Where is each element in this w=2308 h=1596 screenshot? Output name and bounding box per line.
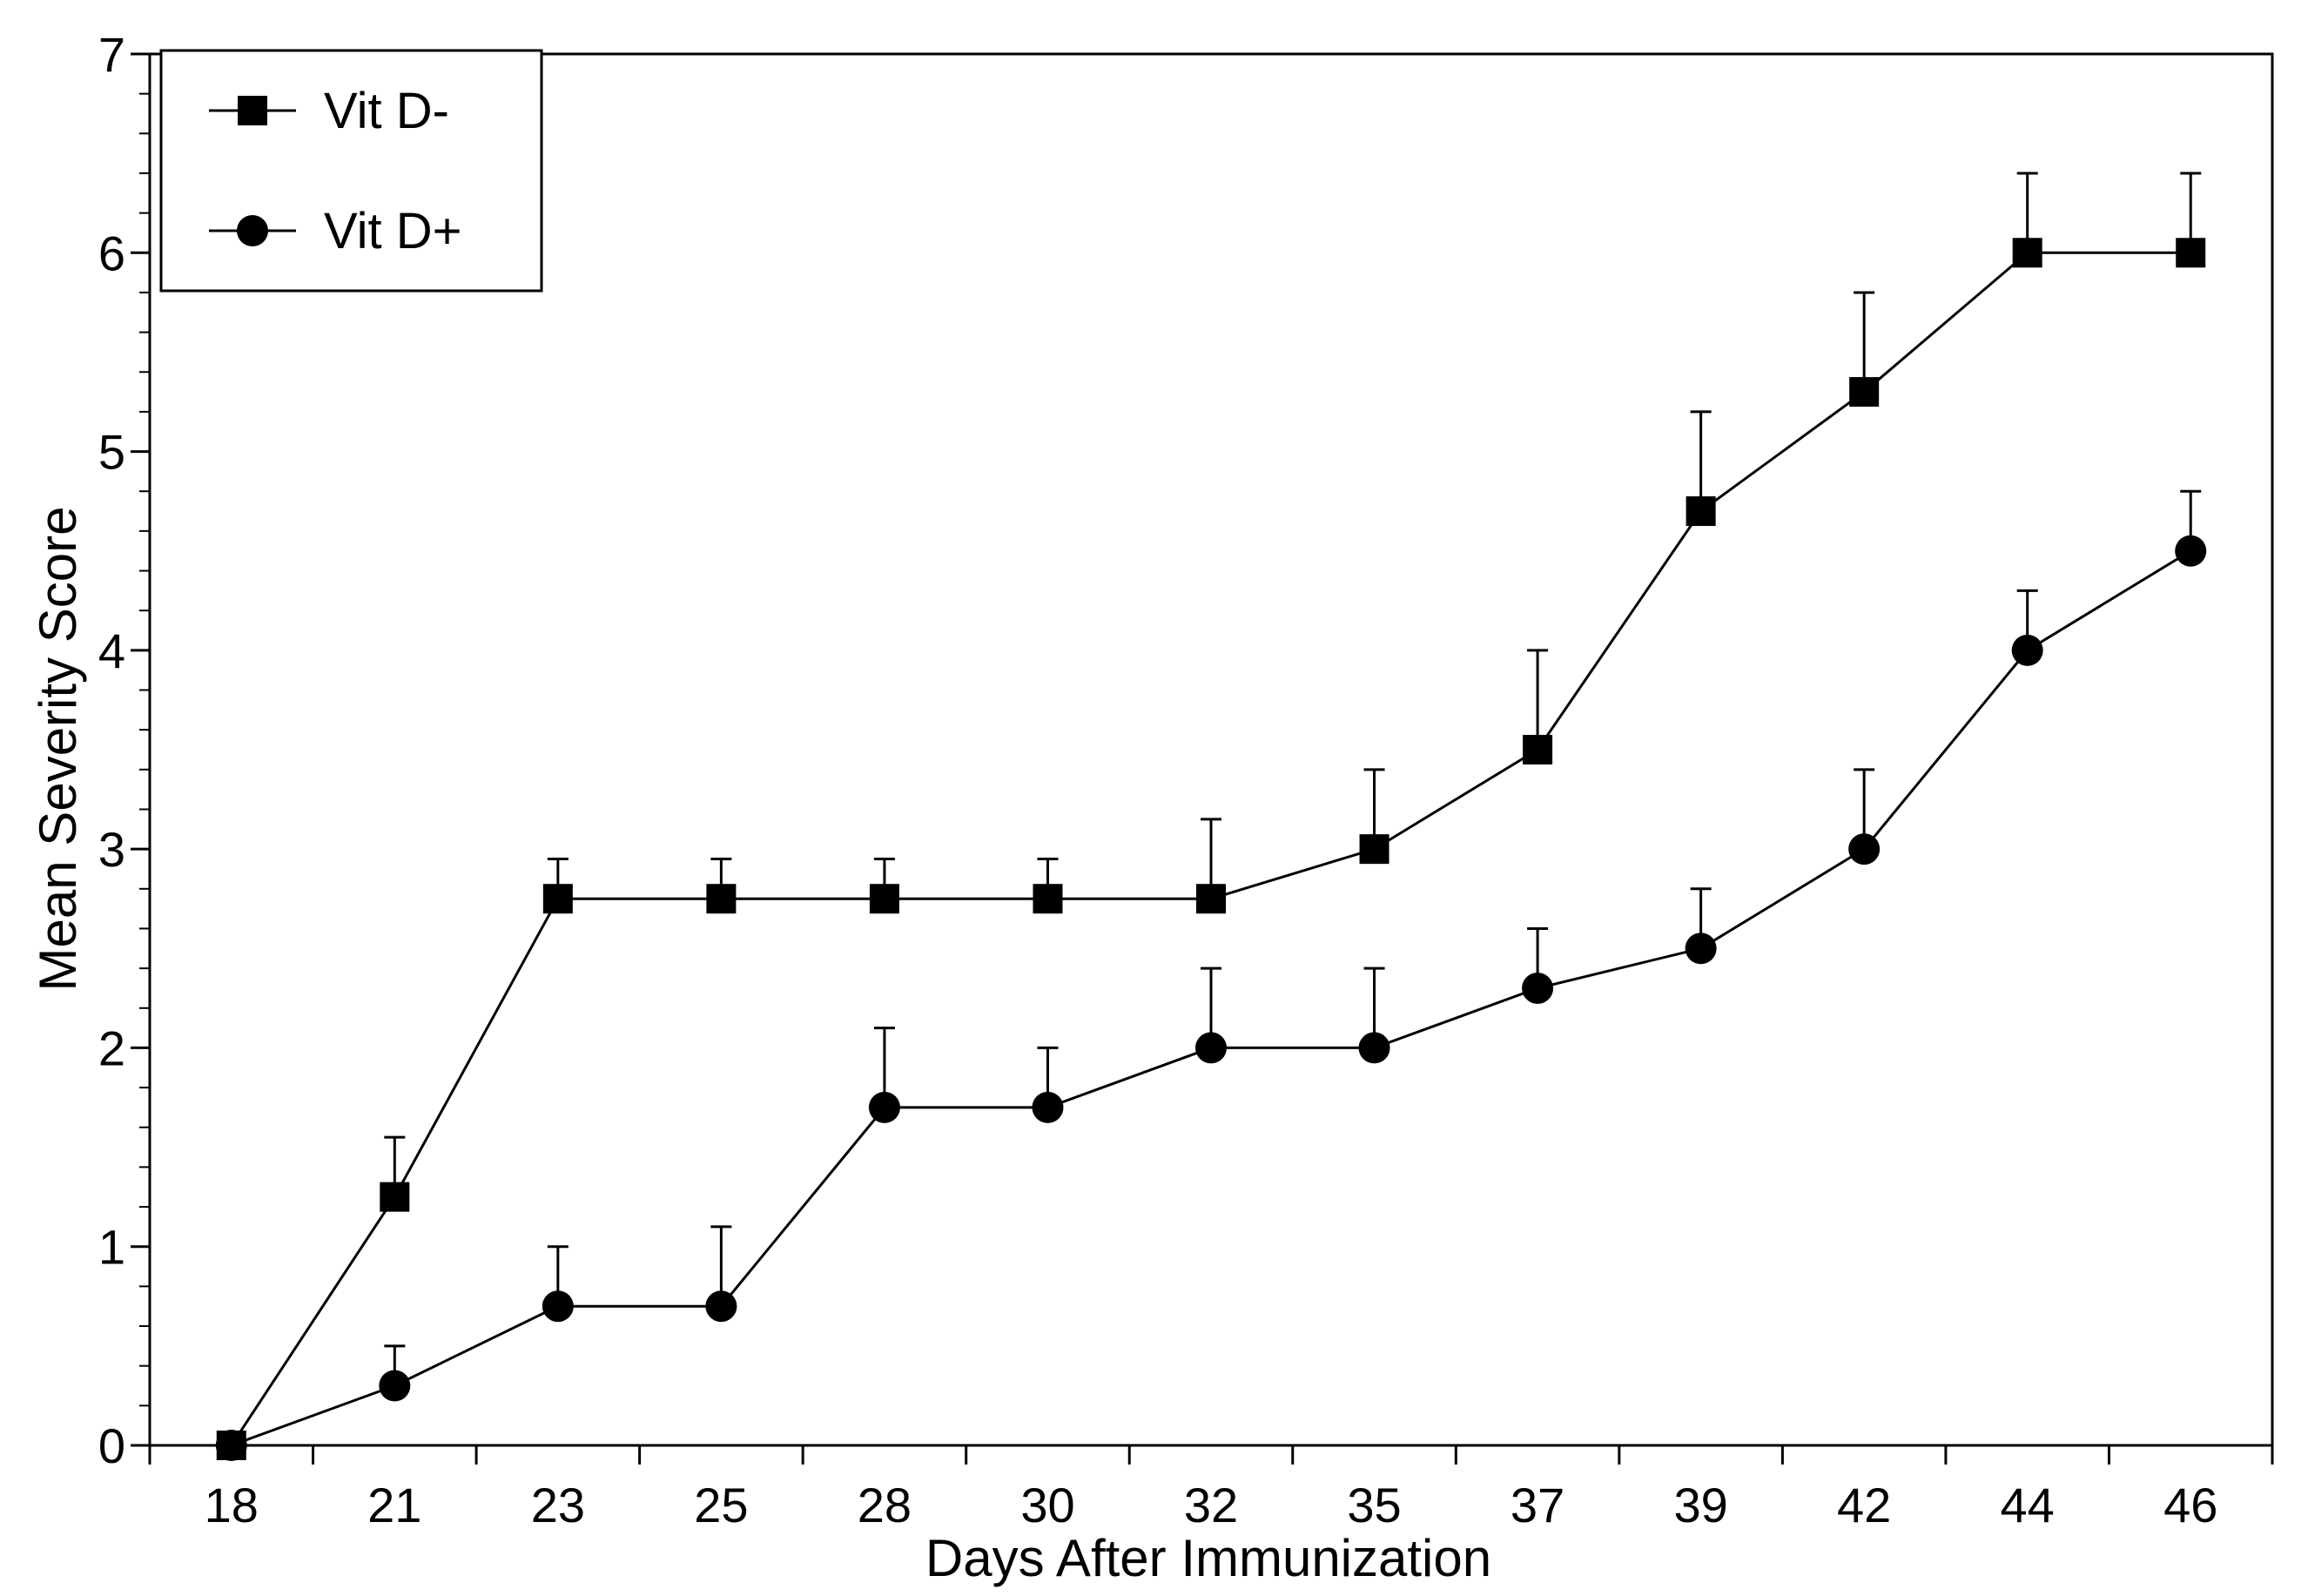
x-axis: 18 21 23 25 28 30 32 35 37 39 42 44 46: [148, 1445, 2274, 1532]
legend-label-vit-d-plus: Vit D+: [324, 203, 462, 259]
legend-label-vit-d-minus: Vit D-: [324, 83, 449, 139]
data-point-square: [1686, 496, 1716, 527]
data-point-square: [542, 884, 573, 914]
x-tick-label: 37: [1511, 1478, 1564, 1532]
data-point-circle: [705, 1290, 737, 1323]
x-tick-label: 18: [205, 1478, 259, 1532]
x-tick-label: 42: [1837, 1478, 1891, 1532]
data-point-square: [1196, 884, 1226, 914]
data-point-circle: [2175, 535, 2207, 567]
x-tick-label: 28: [858, 1478, 912, 1532]
y-tick-label: 3: [98, 822, 125, 877]
data-point-square: [1359, 834, 1390, 865]
series-layer: [215, 172, 2207, 1461]
data-point-circle: [1685, 933, 1717, 965]
legend-box: [159, 49, 543, 293]
x-tick-label: 44: [2001, 1478, 2055, 1532]
data-point-square: [1523, 735, 1553, 764]
plot-frame: [148, 52, 2274, 1447]
series-vit-d-plus: [215, 489, 2207, 1461]
y-axis-title: Mean Severity Score: [29, 507, 87, 992]
data-point-circle: [1848, 833, 1881, 865]
x-tick-label: 39: [1673, 1478, 1727, 1532]
x-tick-label: 21: [367, 1478, 421, 1532]
data-point-square: [2176, 238, 2206, 268]
data-point-circle: [215, 1430, 247, 1461]
y-tick-label: 7: [98, 27, 125, 82]
x-tick-label: 23: [531, 1478, 585, 1532]
data-point-circle: [542, 1290, 574, 1323]
data-point-square: [1033, 884, 1063, 914]
data-point-circle: [1195, 1032, 1227, 1064]
data-point-square: [869, 884, 899, 914]
y-tick-label: 1: [98, 1220, 125, 1275]
data-point-circle: [1522, 972, 1554, 1004]
y-tick-label: 6: [98, 226, 125, 280]
y-tick-label: 4: [98, 623, 125, 678]
data-point-circle: [1032, 1091, 1064, 1123]
data-point-circle: [2011, 634, 2043, 666]
y-tick-label: 5: [98, 425, 125, 480]
x-tick-label: 46: [2163, 1478, 2217, 1532]
legend: Vit D- Vit D+: [159, 49, 543, 293]
data-point-circle: [868, 1091, 900, 1123]
series-vit-d-minus: [216, 172, 2206, 1460]
legend-marker-circle: [237, 215, 268, 246]
y-tick-label: 0: [98, 1418, 125, 1473]
x-tick-label: 30: [1020, 1478, 1074, 1532]
data-point-circle: [1358, 1032, 1390, 1064]
y-axis: 0 1 2 3 4 5 6 7: [98, 27, 150, 1473]
data-point-square: [706, 884, 737, 914]
data-point-square: [1849, 377, 1880, 407]
legend-marker-square: [238, 96, 267, 125]
x-tick-label: 25: [694, 1478, 748, 1532]
data-point-square: [2012, 238, 2042, 268]
y-tick-label: 2: [98, 1020, 125, 1075]
data-point-square: [380, 1182, 410, 1212]
x-tick-label: 32: [1184, 1478, 1238, 1532]
x-tick-label: 35: [1347, 1478, 1401, 1532]
data-point-circle: [379, 1370, 411, 1402]
x-axis-title: Days After Immunization: [925, 1529, 1491, 1587]
